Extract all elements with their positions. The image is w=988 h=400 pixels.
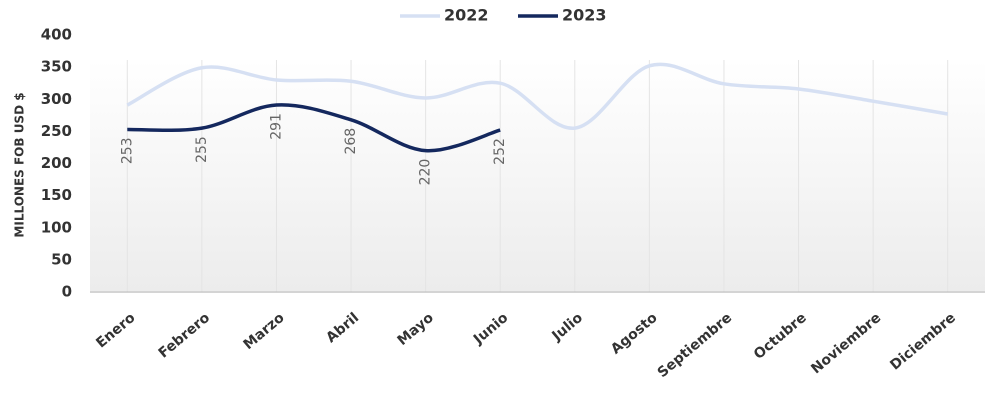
data-label: 268 (343, 128, 359, 155)
y-tick-label: 50 (51, 250, 72, 268)
line-series (127, 103, 501, 153)
data-label: 220 (418, 159, 434, 186)
legend-label: 2023 (562, 6, 607, 25)
x-tick-label: Junio (470, 310, 512, 349)
x-tick-label: Octubre (751, 310, 810, 363)
x-tick-label: Diciembre (887, 310, 959, 374)
y-tick-label: 250 (41, 122, 72, 140)
y-tick-label: 150 (41, 186, 72, 204)
x-tick-label: Julio (549, 310, 587, 345)
y-tick-label: 100 (41, 218, 72, 236)
data-label: 255 (194, 136, 210, 163)
y-tick-label: 0 (62, 283, 72, 301)
data-label: 252 (492, 138, 508, 165)
y-axis-label: MILLONES FOB USD $ (13, 92, 27, 237)
x-tick-label: Mayo (395, 310, 438, 349)
line-series (126, 62, 949, 130)
x-tick-label: Marzo (240, 310, 287, 353)
x-tick-label: Agosto (608, 310, 661, 358)
x-tick-label: Abril (323, 310, 362, 346)
data-label: 291 (268, 113, 284, 140)
data-label: 253 (119, 137, 135, 164)
y-tick-label: 400 (41, 26, 72, 44)
y-tick-label: 350 (41, 58, 72, 76)
x-tick-label: Enero (93, 310, 138, 352)
y-tick-label: 200 (41, 154, 72, 172)
legend-label: 2022 (444, 6, 489, 25)
x-tick-label: Septiembre (655, 310, 735, 381)
plot-area (90, 60, 985, 293)
x-tick-label: Febrero (156, 310, 214, 362)
y-tick-label: 300 (41, 90, 72, 108)
x-tick-label: Noviembre (808, 310, 884, 377)
